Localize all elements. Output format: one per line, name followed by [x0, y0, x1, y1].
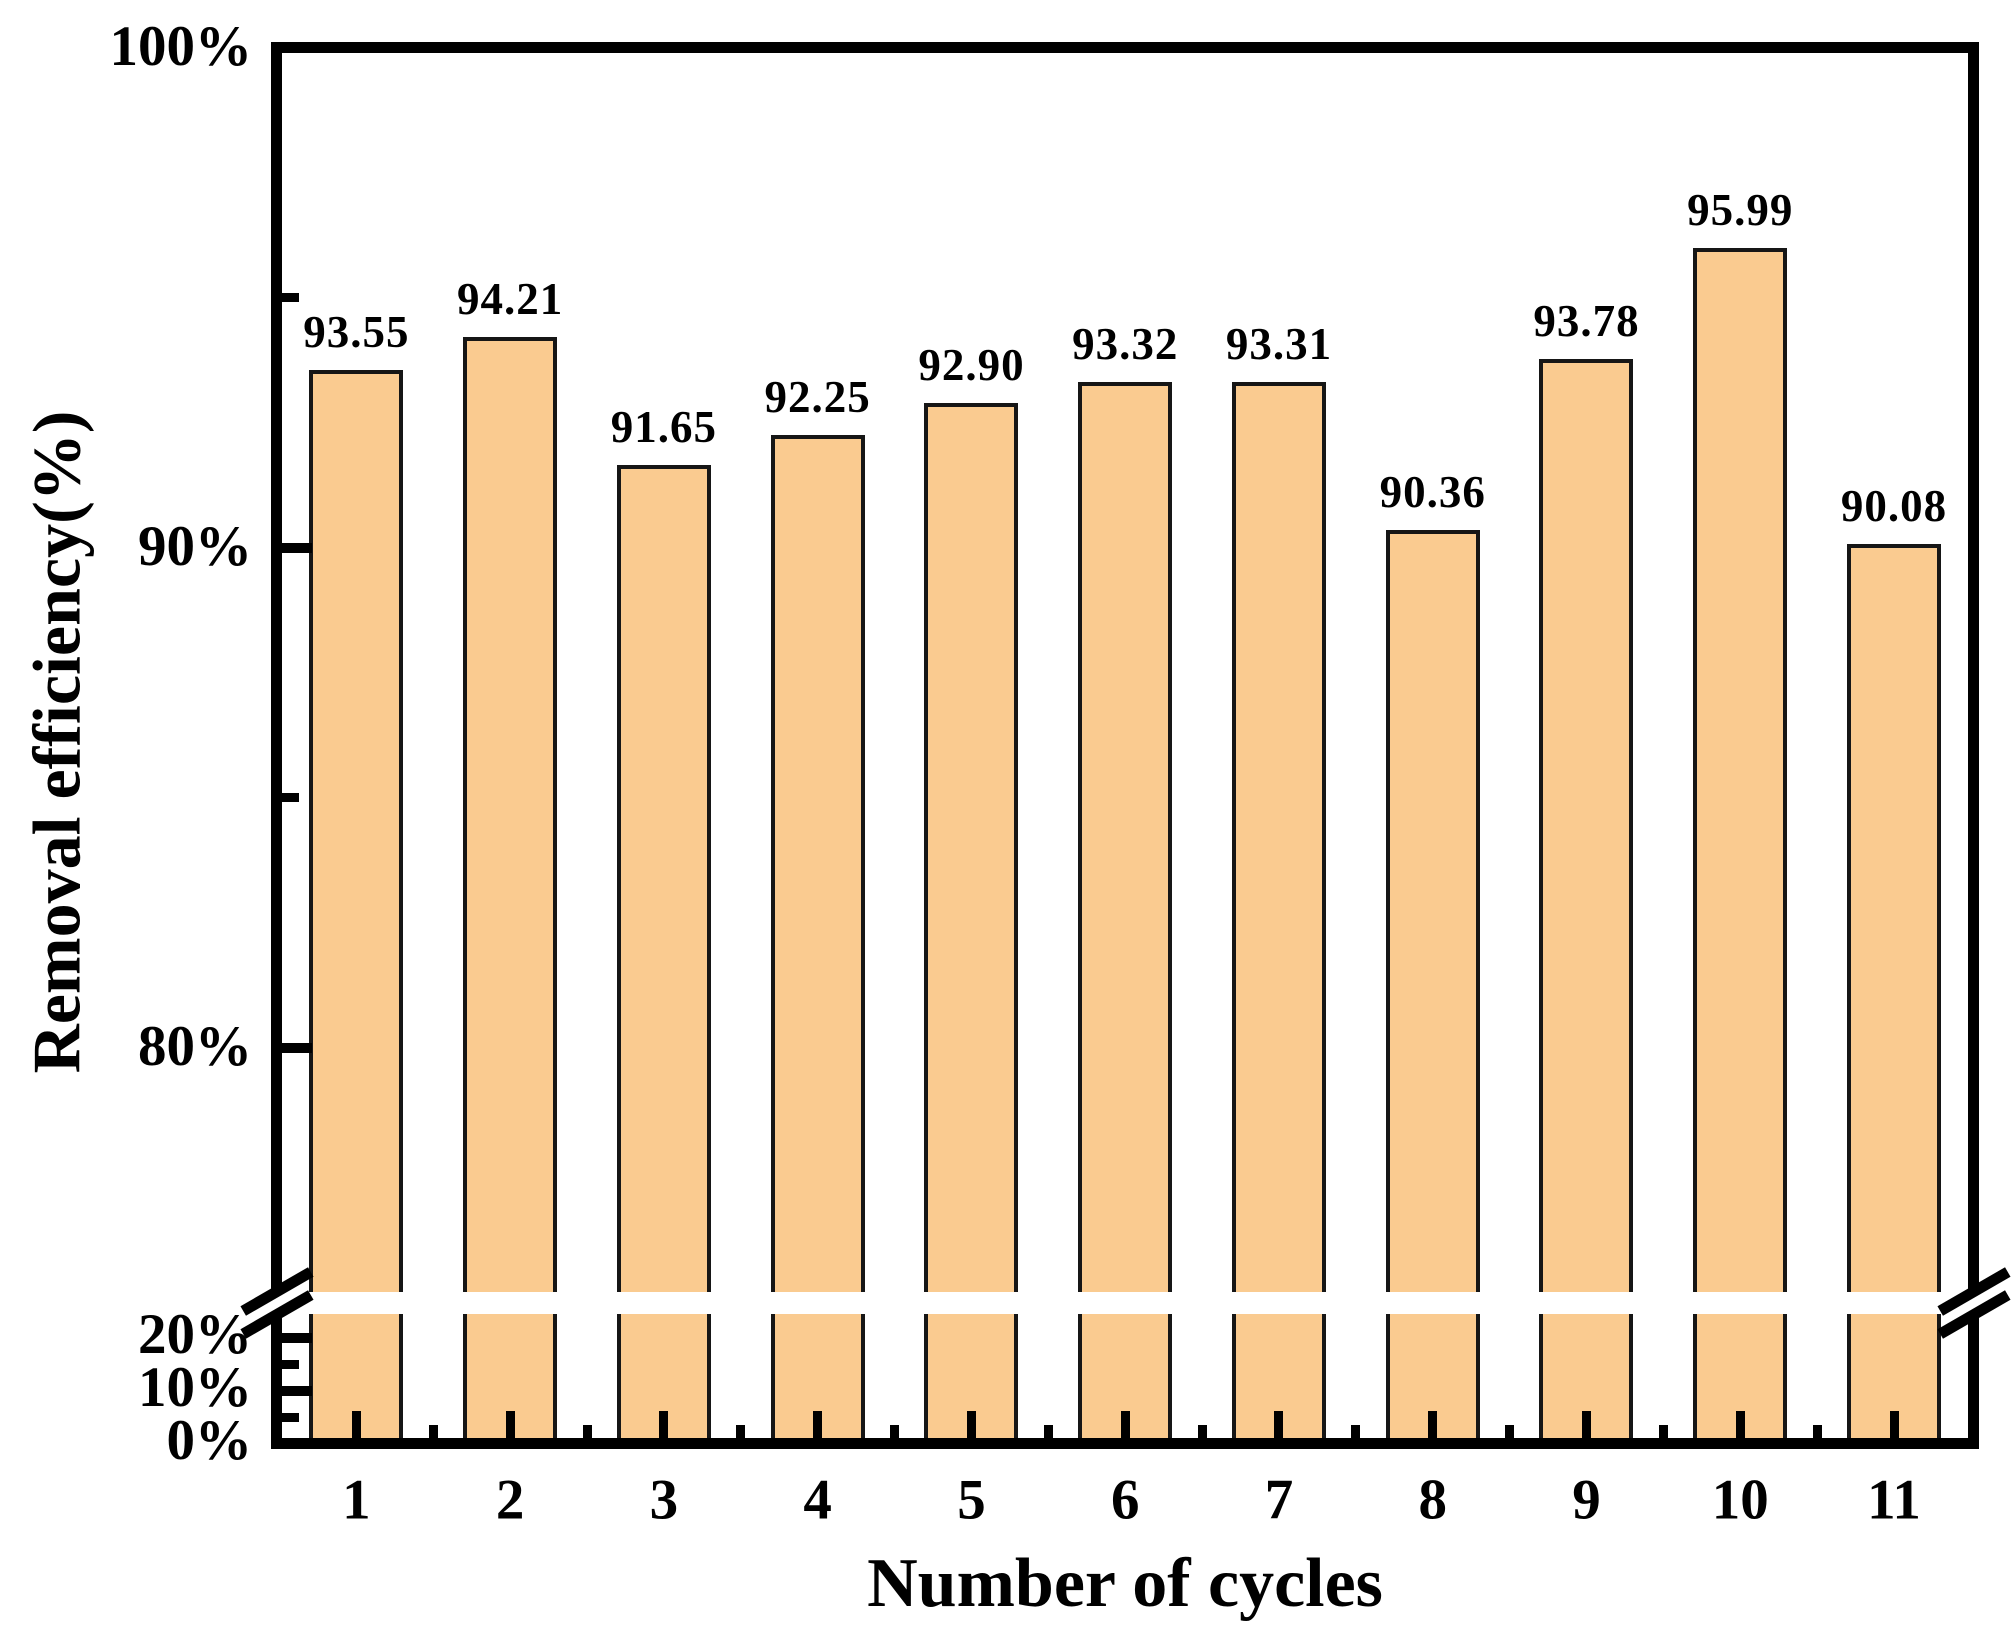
- x-tick-label: 4: [803, 1468, 832, 1532]
- bar-value-label: 94.21: [457, 274, 564, 324]
- bar: [770, 435, 865, 1444]
- axis-line-right: [1968, 42, 1979, 1449]
- bar-value-label: 92.25: [764, 372, 871, 422]
- bar-value-label: 93.31: [1225, 319, 1333, 369]
- x-tick-label: 10: [1711, 1468, 1769, 1532]
- y-tick-label: 90%: [138, 514, 252, 578]
- y-tick-label: 20%: [138, 1302, 252, 1366]
- x-tick: [966, 1411, 976, 1438]
- x-tick-label: 8: [1418, 1468, 1447, 1532]
- x-tick: [1581, 1411, 1591, 1438]
- x-tick-label: 11: [1867, 1468, 1921, 1532]
- x-tick: [813, 1411, 823, 1438]
- x-tick: [1120, 1411, 1130, 1438]
- x-tick-label: 3: [649, 1468, 679, 1532]
- bar: [1385, 529, 1480, 1444]
- bar-value-label: 93.55: [303, 307, 410, 357]
- x-tick: [351, 1411, 361, 1438]
- x-tick-label: 1: [342, 1468, 371, 1532]
- x-tick: [1735, 1411, 1745, 1438]
- y-minor-tick: [282, 1359, 299, 1369]
- x-minor-tick: [890, 1425, 900, 1438]
- bar-value-label: 90.08: [1840, 480, 1948, 531]
- x-tick: [505, 1411, 515, 1438]
- bar-value-label: 95.99: [1687, 185, 1794, 235]
- y-tick-label: 10%: [138, 1355, 252, 1419]
- x-minor-tick: [736, 1425, 746, 1438]
- x-minor-tick: [1658, 1425, 1668, 1438]
- bar-value-label: 93.32: [1072, 318, 1179, 369]
- axis-line-left: [271, 42, 282, 1449]
- x-minor-tick: [1505, 1425, 1515, 1438]
- x-minor-tick: [428, 1425, 438, 1438]
- bar: [1539, 358, 1634, 1444]
- bar: [309, 370, 404, 1444]
- axis-line-top: [271, 42, 1979, 53]
- bar: [1693, 248, 1788, 1444]
- x-axis-title: Number of cycles: [867, 1545, 1383, 1622]
- x-tick-label: 6: [1110, 1468, 1140, 1532]
- x-minor-tick: [1812, 1425, 1822, 1438]
- y-tick: [282, 542, 312, 553]
- x-minor-tick: [1043, 1425, 1053, 1438]
- bar: [463, 337, 558, 1444]
- axis-line-bottom: [271, 1438, 1979, 1449]
- bar-value-label: 92.90: [918, 339, 1025, 390]
- y-minor-tick: [282, 793, 299, 802]
- x-tick: [1428, 1411, 1438, 1438]
- x-tick: [1274, 1411, 1284, 1438]
- x-minor-tick: [1351, 1425, 1361, 1438]
- x-tick-label: 9: [1572, 1468, 1601, 1532]
- bar: [1078, 381, 1173, 1444]
- x-tick: [1889, 1411, 1899, 1438]
- x-tick: [659, 1411, 669, 1438]
- bar: [924, 402, 1019, 1444]
- y-axis-title: Removal efficiency(%): [18, 410, 95, 1074]
- y-tick: [282, 1385, 312, 1396]
- x-tick-label: 2: [495, 1468, 525, 1532]
- y-tick-label: 80%: [138, 1014, 252, 1078]
- x-minor-tick: [1197, 1425, 1207, 1438]
- x-minor-tick: [582, 1425, 592, 1438]
- y-minor-tick: [282, 293, 299, 302]
- y-minor-tick: [282, 1412, 299, 1422]
- bar-value-label: 90.36: [1379, 466, 1486, 517]
- y-tick: [282, 1042, 312, 1053]
- bar-value-label: 93.78: [1533, 295, 1640, 346]
- axis-break-band: [263, 1292, 1987, 1314]
- y-tick-label: 0%: [166, 1408, 253, 1472]
- y-tick: [282, 1332, 312, 1343]
- bar-value-label: 91.65: [610, 402, 718, 452]
- y-tick-label: 100%: [109, 14, 253, 78]
- x-tick-label: 7: [1264, 1468, 1294, 1532]
- bar: [1231, 382, 1326, 1444]
- x-tick-label: 5: [957, 1468, 986, 1532]
